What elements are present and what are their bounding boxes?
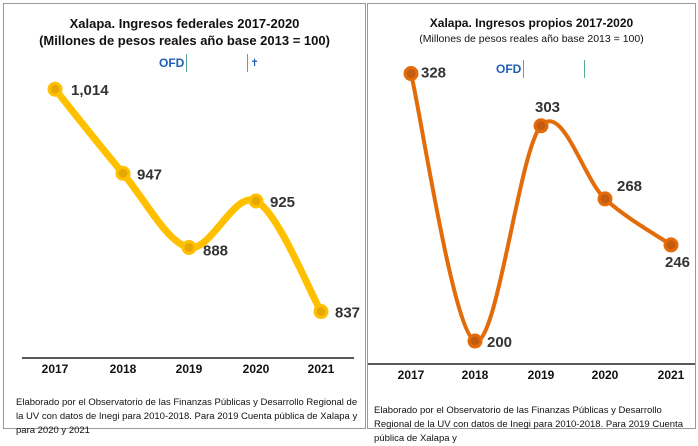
x-tick-label: 2018 <box>462 368 489 382</box>
chart-title: Xalapa. Ingresos propios 2017-2020 <box>429 16 634 30</box>
data-point <box>181 239 197 255</box>
x-tick-label: 2018 <box>110 362 137 376</box>
chart-subtitle: (Millones de pesos reales año base 2013 … <box>419 33 644 45</box>
x-tick-label: 2020 <box>243 362 270 376</box>
data-point <box>313 304 329 320</box>
chart-note: Elaborado por el Observatorio de las Fin… <box>16 397 358 436</box>
x-tick-label: 2021 <box>658 368 685 382</box>
logo-text: OFD <box>496 62 522 76</box>
data-label: 1,014 <box>71 82 109 99</box>
chart-note: Elaborado por el Observatorio de las Fin… <box>374 405 683 444</box>
chart-subtitle: (Millones de pesos reales año base 2013 … <box>39 33 330 48</box>
data-point <box>467 333 483 349</box>
ofd-logo: OFD <box>496 60 586 78</box>
x-tick-label: 2017 <box>42 362 69 376</box>
data-point <box>663 237 679 253</box>
x-tick-label: 2019 <box>176 362 203 376</box>
chart-title: Xalapa. Ingresos federales 2017-2020 <box>69 16 300 31</box>
data-label: 303 <box>535 99 560 116</box>
data-point <box>47 81 63 97</box>
line-chart-propios: 328 2017 200 2018 303 2019 268 2020 246 2021 <box>368 65 695 382</box>
chart-panel-propios: Xalapa. Ingresos propios 2017-2020 (Mill… <box>367 3 696 444</box>
data-point <box>533 118 549 134</box>
x-tick-label: 2019 <box>528 368 555 382</box>
line-chart-federales: 1,014 2017 947 2018 888 2019 925 2020 837 2021 <box>22 81 360 376</box>
data-point <box>115 165 131 181</box>
data-label: 837 <box>335 305 360 322</box>
data-label: 888 <box>203 242 228 259</box>
data-point <box>403 66 419 82</box>
data-label: 246 <box>665 254 690 271</box>
data-label: 200 <box>487 334 512 351</box>
data-label: 328 <box>421 65 446 82</box>
data-label: 925 <box>270 194 295 211</box>
data-point <box>248 193 264 209</box>
x-tick-label: 2020 <box>592 368 619 382</box>
chart-panel-federales: Xalapa. Ingresos federales 2017-2020 (Mi… <box>3 3 366 436</box>
ofd-logo: OFD ✝ <box>159 54 259 72</box>
data-label: 947 <box>137 166 162 183</box>
logo-text: OFD <box>159 56 185 70</box>
data-label: 268 <box>617 178 642 195</box>
data-point <box>597 191 613 207</box>
x-tick-label: 2021 <box>308 362 335 376</box>
x-tick-label: 2017 <box>398 368 425 382</box>
